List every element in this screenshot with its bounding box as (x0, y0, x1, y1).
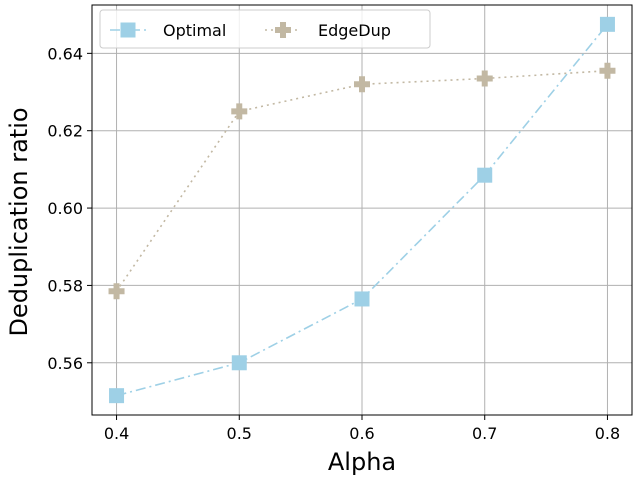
x-tick-label: 0.6 (349, 424, 374, 443)
data-point-optimal (477, 167, 493, 183)
data-point-optimal (109, 388, 125, 404)
data-point-edgedup (108, 283, 125, 300)
x-tick-label: 0.4 (104, 424, 129, 443)
data-point-optimal (599, 16, 615, 32)
series-edgedup (108, 62, 616, 300)
legend-marker-edgedup (275, 22, 291, 38)
data-point-optimal (231, 355, 247, 371)
data-point-optimal (354, 291, 370, 307)
legend-entry-optimal: Optimal (110, 21, 226, 40)
legend-entry-edgedup: EdgeDup (265, 21, 391, 40)
data-point-edgedup (231, 103, 248, 120)
data-point-edgedup (354, 76, 370, 93)
y-tick-label: 0.60 (47, 199, 83, 218)
legend-label-edgedup: EdgeDup (318, 21, 391, 40)
x-tick-label: 0.7 (472, 424, 497, 443)
plot-area-frame (91, 4, 633, 416)
data-series (108, 16, 616, 404)
legend-label-optimal: Optimal (163, 21, 226, 40)
x-tick-label: 0.5 (227, 424, 252, 443)
legend: Optimal EdgeDup (99, 9, 431, 49)
x-axis-title: Alpha (328, 448, 396, 476)
series-optimal (109, 16, 615, 404)
y-tick-label: 0.58 (47, 276, 83, 295)
data-point-edgedup (599, 62, 616, 79)
axis-ticks: 0.4 0.5 0.6 0.7 0.8 0.56 0.58 0.60 0.62 0.64 (47, 44, 620, 443)
grid-lines (92, 5, 632, 415)
y-tick-label: 0.56 (47, 354, 83, 373)
x-tick-label: 0.8 (595, 424, 620, 443)
data-point-edgedup (476, 70, 493, 87)
y-tick-label: 0.64 (47, 44, 83, 63)
y-axis-title: Deduplication ratio (5, 107, 33, 336)
y-tick-label: 0.62 (47, 122, 83, 141)
legend-marker-optimal (120, 22, 136, 38)
legend-box (99, 9, 431, 49)
